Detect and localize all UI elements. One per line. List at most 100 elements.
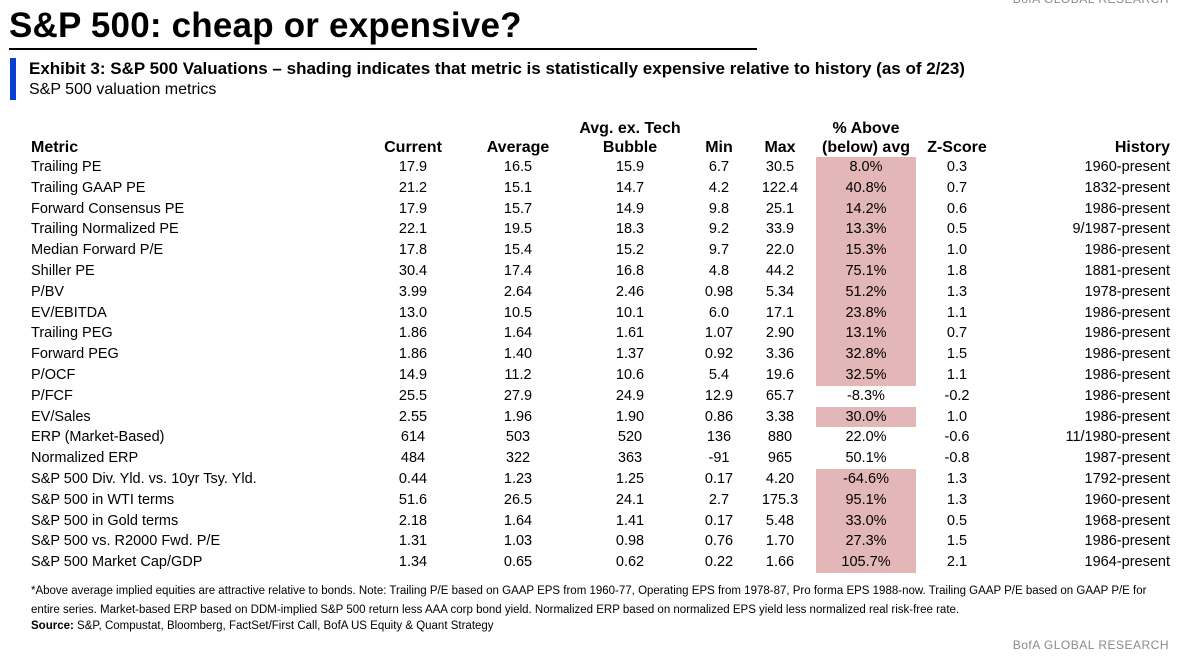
cell-history: 1964-present bbox=[1084, 554, 1170, 571]
table-row: Forward PEG 1.86 1.40 1.37 0.92 3.36 32.8% 1.5 1… bbox=[0, 344, 1185, 365]
cell-z-score: 1.3 bbox=[946, 283, 968, 300]
cell-avg-ex-tech-bubble: 18.3 bbox=[615, 221, 645, 238]
cell-average: 503 bbox=[505, 429, 531, 446]
cell-average: 1.64 bbox=[503, 512, 533, 529]
table-row: EV/EBITDA 13.0 10.5 10.1 6.0 17.1 23.8% 1.1 1986… bbox=[0, 302, 1185, 324]
cell-metric: S&P 500 Div. Yld. vs. 10yr Tsy. Yld. bbox=[31, 470, 257, 487]
cell-z-score: -0.2 bbox=[944, 387, 970, 404]
cell-max: 965 bbox=[767, 450, 793, 467]
cell-current: 21.2 bbox=[398, 179, 428, 196]
cell-current: 30.4 bbox=[398, 262, 428, 279]
cell-current: 484 bbox=[400, 450, 426, 467]
cell-pct-above-below: 23.8% bbox=[816, 302, 916, 324]
source-text: S&P, Compustat, Bloomberg, FactSet/First… bbox=[73, 620, 494, 632]
cell-max: 44.2 bbox=[765, 262, 795, 279]
cell-metric: P/OCF bbox=[31, 366, 76, 383]
cell-history: 1978-present bbox=[1084, 283, 1170, 300]
exhibit-subtitle: S&P 500 valuation metrics bbox=[29, 81, 217, 98]
cell-min: -91 bbox=[708, 450, 730, 467]
cell-current: 51.6 bbox=[398, 491, 428, 508]
cell-z-score: -0.8 bbox=[944, 450, 970, 467]
cell-history: 1960-present bbox=[1084, 491, 1170, 508]
cell-max: 3.38 bbox=[765, 408, 795, 425]
cell-metric: EV/EBITDA bbox=[31, 304, 107, 321]
cell-min: 0.76 bbox=[704, 533, 734, 550]
table-row: P/FCF 25.5 27.9 24.9 12.9 65.7 -8.3% -0.2 1986-p… bbox=[0, 386, 1185, 407]
cell-average: 1.64 bbox=[503, 325, 533, 342]
cell-z-score: 0.5 bbox=[946, 512, 968, 529]
cell-min: 6.0 bbox=[708, 304, 730, 321]
cell-pct-above-below: 105.7% bbox=[816, 552, 916, 573]
cell-max: 5.48 bbox=[765, 512, 795, 529]
cell-avg-ex-tech-bubble: 0.98 bbox=[615, 533, 645, 550]
cell-history: 1968-present bbox=[1084, 512, 1170, 529]
cell-min: 0.92 bbox=[704, 346, 734, 363]
cell-current: 1.34 bbox=[398, 554, 428, 571]
cell-current: 1.86 bbox=[398, 346, 428, 363]
cell-pct-above-below: 50.1% bbox=[845, 450, 887, 467]
cell-metric: Trailing PE bbox=[31, 159, 102, 175]
cell-current: 13.0 bbox=[398, 304, 428, 321]
cell-current: 17.9 bbox=[398, 159, 428, 175]
cell-z-score: 1.0 bbox=[946, 408, 968, 425]
table-row: S&P 500 Market Cap/GDP 1.34 0.65 0.62 0.22 1.… bbox=[0, 552, 1185, 573]
cell-average: 1.96 bbox=[503, 408, 533, 425]
cell-history: 1986-present bbox=[1084, 387, 1170, 404]
cell-avg-ex-tech-bubble: 10.6 bbox=[615, 366, 645, 383]
cell-pct-above-below: 32.5% bbox=[816, 364, 916, 386]
cell-metric: EV/Sales bbox=[31, 408, 91, 425]
cell-avg-ex-tech-bubble: 520 bbox=[617, 429, 643, 446]
cell-history: 9/1987-present bbox=[1072, 221, 1170, 238]
cell-min: 1.07 bbox=[704, 325, 734, 342]
cell-min: 9.2 bbox=[708, 221, 730, 238]
cell-history: 1986-present bbox=[1084, 304, 1170, 321]
cell-current: 2.18 bbox=[398, 512, 428, 529]
cell-z-score: 1.1 bbox=[946, 304, 968, 321]
header-avg-ex-tech-line1: Avg. ex. Tech bbox=[579, 120, 681, 137]
cell-avg-ex-tech-bubble: 14.7 bbox=[615, 179, 645, 196]
header-min: Min bbox=[705, 139, 733, 156]
table-row: ERP (Market-Based) 614 503 520 136 880 22.0% -0… bbox=[0, 427, 1185, 448]
cell-metric: Normalized ERP bbox=[31, 450, 139, 467]
table-row: S&P 500 vs. R2000 Fwd. P/E 1.31 1.03 0.98 0.… bbox=[0, 531, 1185, 553]
table-row: P/BV 3.99 2.64 2.46 0.98 5.34 51.2% 1.3 1978-pre… bbox=[0, 281, 1185, 303]
cell-pct-above-below: 14.2% bbox=[816, 198, 916, 220]
cell-pct-above-below: 40.8% bbox=[816, 177, 916, 199]
cell-current: 614 bbox=[400, 429, 426, 446]
cell-pct-above-below: 15.3% bbox=[816, 240, 916, 261]
cell-pct-above-below: 13.3% bbox=[816, 219, 916, 241]
cell-average: 15.7 bbox=[503, 200, 533, 217]
cell-avg-ex-tech-bubble: 2.46 bbox=[615, 283, 645, 300]
cell-metric: Forward PEG bbox=[31, 346, 119, 363]
title-underline bbox=[9, 48, 757, 50]
cell-avg-ex-tech-bubble: 363 bbox=[617, 450, 643, 467]
cell-max: 33.9 bbox=[765, 221, 795, 238]
header-max: Max bbox=[764, 139, 796, 156]
cell-metric: Trailing Normalized PE bbox=[31, 221, 179, 238]
cell-average: 11.2 bbox=[504, 366, 532, 383]
cell-min: 2.7 bbox=[708, 491, 730, 508]
cell-current: 17.8 bbox=[398, 242, 428, 259]
brand-label-top: BofA GLOBAL RESEARCH bbox=[1013, 0, 1169, 6]
table-row: S&P 500 Div. Yld. vs. 10yr Tsy. Yld. 0.44… bbox=[0, 468, 1185, 490]
cell-z-score: 1.3 bbox=[946, 491, 968, 508]
cell-z-score: 2.1 bbox=[946, 554, 968, 571]
table-row: S&P 500 in WTI terms 51.6 26.5 24.1 2.7 175.3… bbox=[0, 489, 1185, 511]
cell-z-score: 1.5 bbox=[946, 346, 968, 363]
cell-max: 2.90 bbox=[765, 325, 795, 342]
cell-z-score: -0.6 bbox=[944, 429, 970, 446]
table-row: Trailing GAAP PE 21.2 15.1 14.7 4.2 122.4 40.8… bbox=[0, 177, 1185, 199]
cell-pct-above-below: 51.2% bbox=[816, 281, 916, 303]
header-pct-line2: (below) avg bbox=[821, 139, 910, 156]
header-avg-ex-tech-bubble: Avg. ex. Tech Bubble bbox=[572, 119, 688, 157]
cell-avg-ex-tech-bubble: 24.1 bbox=[615, 491, 645, 508]
cell-min: 0.22 bbox=[704, 554, 734, 571]
table-row: Trailing Normalized PE 22.1 19.5 18.3 9.2 33.… bbox=[0, 219, 1185, 241]
table-row: S&P 500 in Gold terms 2.18 1.64 1.41 0.17 5.4… bbox=[0, 510, 1185, 532]
cell-min: 136 bbox=[706, 429, 732, 446]
cell-z-score: 1.3 bbox=[946, 470, 968, 487]
cell-pct-above-below: 30.0% bbox=[816, 406, 916, 428]
cell-z-score: 1.1 bbox=[946, 366, 968, 383]
cell-pct-above-below: 32.8% bbox=[816, 344, 916, 365]
cell-max: 880 bbox=[767, 429, 793, 446]
